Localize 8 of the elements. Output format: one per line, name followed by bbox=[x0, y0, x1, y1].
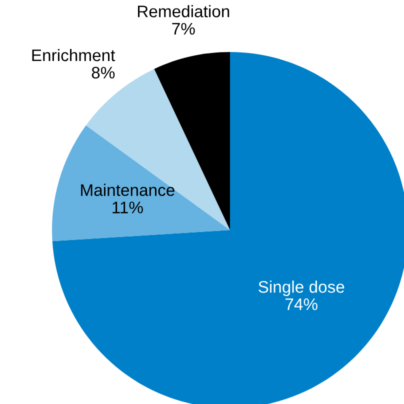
slice-label: Maintenance bbox=[81, 184, 174, 196]
data-label: 8% bbox=[92, 66, 115, 79]
slice-label: Remediation bbox=[138, 5, 230, 18]
slice-label: Single dose bbox=[258, 280, 344, 296]
data-label: 7% bbox=[172, 22, 195, 35]
slice-label: Enrichment bbox=[32, 48, 116, 62]
data-label: 74% bbox=[286, 298, 318, 310]
data-label: 11% bbox=[112, 202, 143, 214]
